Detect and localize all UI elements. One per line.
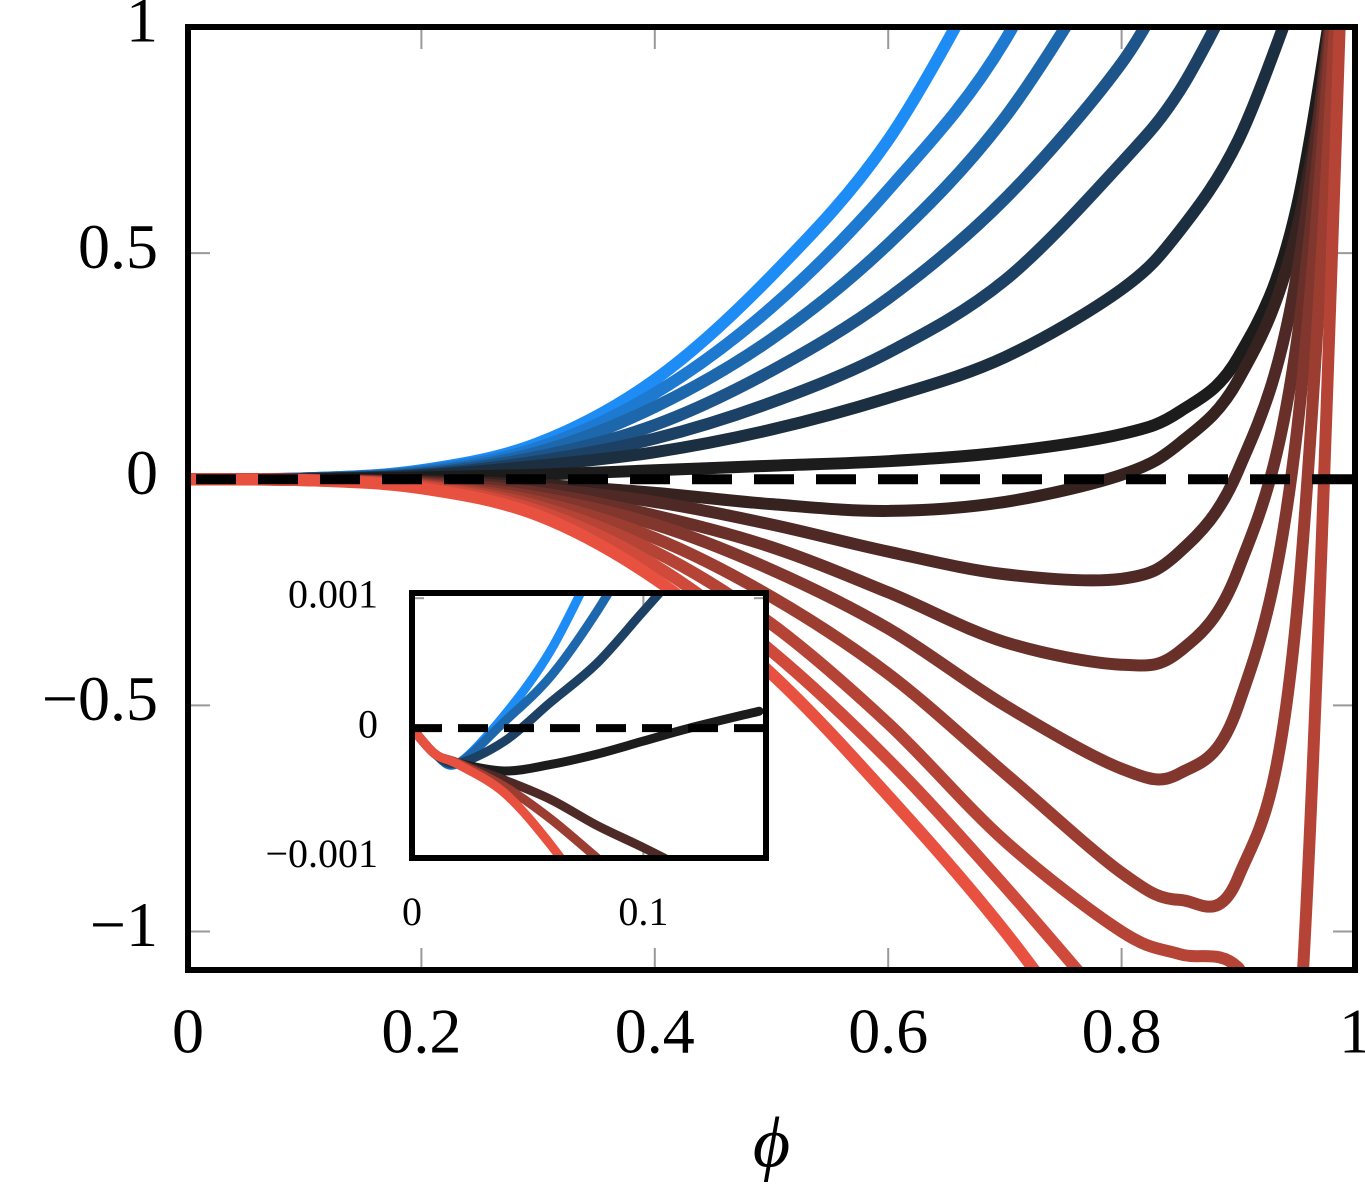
x-tick-label: 0.4 (615, 996, 695, 1067)
y-tick-label: −1 (90, 889, 158, 960)
y-tick-label: 0 (126, 437, 158, 508)
x-tick-label: 0.1 (618, 889, 668, 934)
curve (412, 723, 567, 858)
plot: 0 0.1 −0.001 0 0.001 (265, 571, 769, 934)
y-tick-label: −0.5 (42, 663, 158, 734)
x-tick-label: 0.6 (848, 996, 928, 1067)
y-tick-label: 0.5 (78, 211, 158, 282)
x-tick-label: 0.8 (1082, 996, 1162, 1067)
plot-frame (185, 24, 1358, 973)
x-tick-label: 1 (1339, 996, 1365, 1067)
x-axis-label: ϕ (753, 1103, 790, 1183)
x-tick-label: 0.2 (381, 996, 461, 1067)
y-tick-label: 0 (358, 701, 378, 746)
y-tick-label: 1 (126, 0, 158, 56)
plot-frame (409, 590, 769, 861)
x-tick-label: 0 (172, 996, 204, 1067)
x-tick-label: 0 (402, 889, 422, 934)
curves (412, 593, 766, 858)
plot: 0 0.2 0.4 0.6 0.8 1 −1 −0.5 0 0.5 1 ϕ (42, 0, 1365, 1183)
y-tick-label: −0.001 (265, 831, 378, 876)
y-tick-label: 0.001 (288, 571, 378, 616)
